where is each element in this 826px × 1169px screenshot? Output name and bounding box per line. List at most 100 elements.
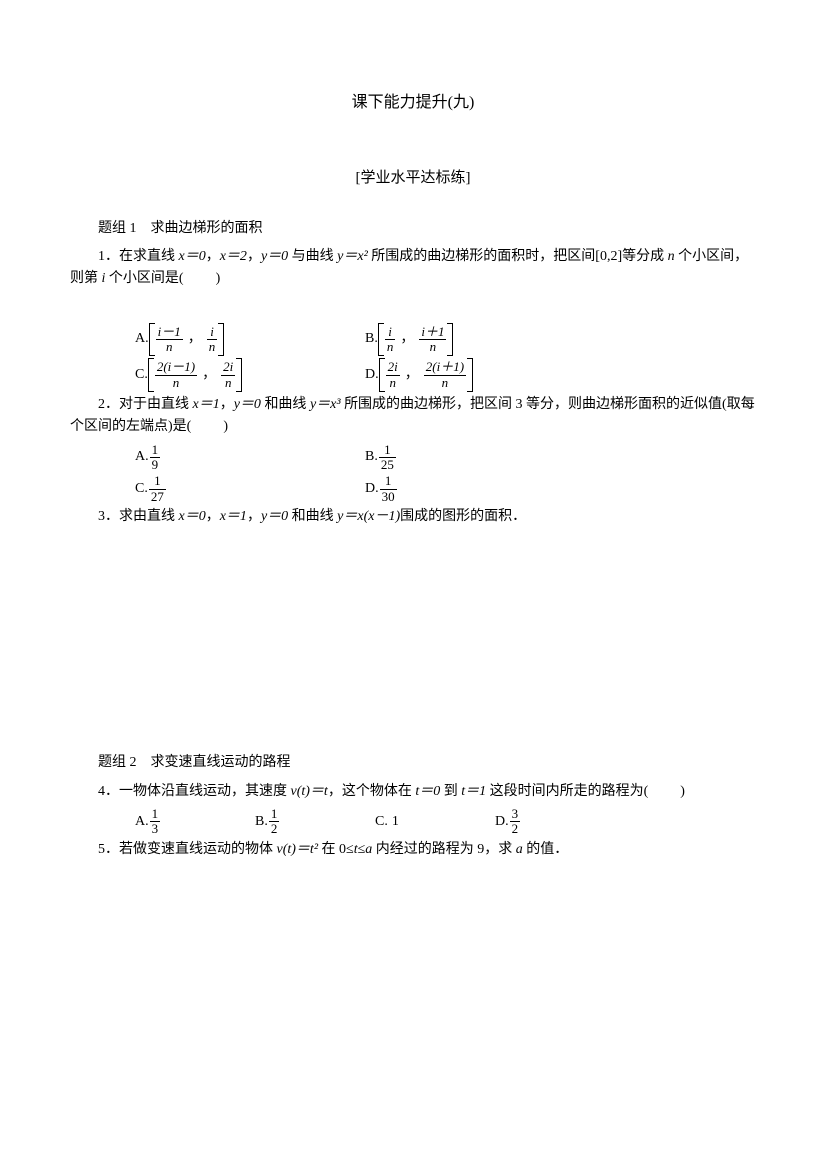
q4c-val: 1 [392, 811, 399, 833]
q4-t0: t＝0 [415, 784, 440, 799]
q1-options-row2: C. 2(i－1)n， 2in D. 2in， 2(i＋1)n [70, 358, 756, 392]
q1-x2: x＝2 [220, 249, 247, 264]
q1-opt-d: D. 2in， 2(i＋1)n [365, 358, 565, 392]
q2d-num: 1 [383, 474, 394, 488]
group2-title: 题组 2 求变速直线运动的路程 [70, 752, 756, 774]
bracket-icon: 2in， 2(i＋1)n [379, 358, 473, 392]
q1-y0: y＝0 [261, 249, 288, 264]
question-5: 5．若做变速直线运动的物体 v(t)＝t² 在 0≤t≤a 内经过的路程为 9，… [70, 839, 756, 861]
q4-mid: ，这个物体在 [328, 784, 416, 799]
q4-c-label: C. [375, 811, 388, 833]
q2-a-label: A. [135, 446, 149, 468]
q2b-den: 25 [379, 457, 396, 472]
q1-opt-a: A. i－1n， in [135, 323, 365, 357]
q1-mid: 与曲线 [288, 249, 337, 264]
q4-close: ) [680, 784, 685, 799]
q4-b-label: B. [255, 811, 268, 833]
q5-vt: v(t)＝t² [277, 842, 319, 857]
q4-t1: t＝1 [461, 784, 486, 799]
q2-opt-b: B. 125 [365, 443, 565, 473]
bracket-icon: in， i＋1n [378, 323, 454, 357]
q3-x0: x＝0 [179, 509, 206, 524]
bracket-icon: i－1n， in [149, 323, 225, 357]
question-3: 3．求由直线 x＝0，x＝1，y＝0 和曲线 y＝x(x－1)围成的图形的面积． [70, 506, 756, 528]
q4-to: 到 [440, 784, 461, 799]
q4-vt: v(t)＝t [291, 784, 328, 799]
q1-opt-b: B. in， i＋1n [365, 323, 565, 357]
q3-c2: ， [247, 509, 261, 524]
q4-pre: 4．一物体沿直线运动，其速度 [98, 784, 291, 799]
q2-x1: x＝1 [193, 397, 220, 412]
q2-pre: 2．对于由直线 [98, 397, 193, 412]
q4-opt-c: C. 1 [375, 811, 495, 833]
q1-c1: ， [206, 249, 220, 264]
q3-x1: x＝1 [220, 509, 247, 524]
q2b-num: 1 [382, 443, 393, 457]
q1b-num2: i＋1 [419, 325, 446, 339]
q1b-den2: n [419, 339, 446, 354]
group1-title: 题组 1 求曲边梯形的面积 [70, 218, 756, 240]
q4-d-label: D. [495, 811, 509, 833]
q1a-num1: i－1 [156, 325, 183, 339]
q1-x0: x＝0 [179, 249, 206, 264]
q1a-den1: n [156, 339, 183, 354]
q5-post: 内经过的路程为 9，求 [372, 842, 516, 857]
q2-b-label: B. [365, 446, 378, 468]
q5-post2: 的值． [523, 842, 569, 857]
q2-c1: ， [220, 397, 234, 412]
q3-mid: 和曲线 [288, 509, 337, 524]
q2-opt-d: D. 130 [365, 474, 565, 504]
q5-mid: 在 0≤ [318, 842, 354, 857]
q2-y0: y＝0 [234, 397, 261, 412]
q1b-den1: n [385, 339, 396, 354]
q2a-num: 1 [150, 443, 161, 457]
q1-c2: ， [247, 249, 261, 264]
q3-post: 围成的图形的面积． [400, 509, 526, 524]
q4b-den: 2 [269, 821, 280, 836]
q1-yx2: y＝x² [337, 249, 368, 264]
page-subtitle: [学业水平达标练] [70, 166, 756, 190]
q1-post: 所围成的曲边梯形的面积时，把区间[0,2]等分成 [368, 249, 668, 264]
q2-mid: 和曲线 [261, 397, 310, 412]
q1-post3: 个小区间是( [105, 271, 183, 286]
q2c-num: 1 [152, 474, 163, 488]
q2d-den: 30 [380, 489, 397, 504]
q1-pre: 1．在求直线 [98, 249, 179, 264]
q1-n: n [668, 249, 675, 264]
q1a-num2: i [208, 325, 216, 339]
q1c-num1: 2(i－1) [155, 360, 197, 374]
q1c-den1: n [155, 375, 197, 390]
q1c-den2: n [221, 375, 235, 390]
q2-c-label: C. [135, 478, 148, 500]
q2-options-row2: C. 127 D. 130 [70, 474, 756, 504]
q1-b-label: B. [365, 328, 378, 350]
q1a-den2: n [207, 339, 218, 354]
q1b-num1: i [386, 325, 394, 339]
q3-c1: ， [206, 509, 220, 524]
q2c-den: 27 [149, 489, 166, 504]
q1d-den2: n [424, 375, 466, 390]
q2-opt-a: A. 19 [135, 443, 365, 473]
q3-yxx: y＝x(x－1) [337, 509, 400, 524]
q1c-num2: 2i [221, 360, 235, 374]
q5-a2: a [516, 842, 523, 857]
q1d-den1: n [386, 375, 400, 390]
question-2: 2．对于由直线 x＝1，y＝0 和曲线 y＝x³ 所围成的曲边梯形，把区间 3 … [70, 394, 756, 439]
q3-y0: y＝0 [261, 509, 288, 524]
q4b-num: 1 [269, 807, 280, 821]
q4-post: 这段时间内所走的路程为( [486, 784, 648, 799]
q1-c-label: C. [135, 364, 148, 386]
q4-a-label: A. [135, 811, 149, 833]
q5-pre: 5．若做变速直线运动的物体 [98, 842, 277, 857]
q2a-den: 9 [150, 457, 161, 472]
q3-pre: 3．求由直线 [98, 509, 179, 524]
q4-opt-d: D. 32 [495, 807, 615, 837]
q4-opt-b: B. 12 [255, 807, 375, 837]
q2-close: ) [223, 419, 228, 434]
bracket-icon: 2(i－1)n， 2in [148, 358, 242, 392]
q1-options-row1: A. i－1n， in B. in， i＋1n [70, 323, 756, 357]
q1-opt-c: C. 2(i－1)n， 2in [135, 358, 365, 392]
q4a-num: 1 [150, 807, 161, 821]
q2-d-label: D. [365, 478, 379, 500]
q4d-den: 2 [510, 821, 521, 836]
